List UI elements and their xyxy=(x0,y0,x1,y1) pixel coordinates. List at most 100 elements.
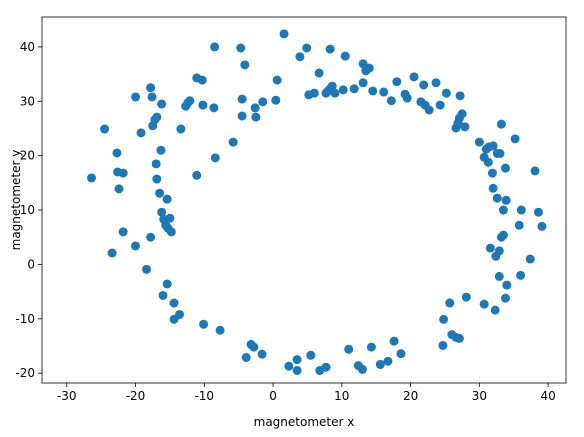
point xyxy=(495,149,505,159)
point xyxy=(199,319,209,329)
point xyxy=(142,264,152,274)
point xyxy=(198,100,208,110)
point xyxy=(419,80,429,90)
point xyxy=(157,207,167,217)
point xyxy=(302,43,312,53)
x-tick-label: -20 xyxy=(126,389,146,403)
point xyxy=(250,103,260,113)
point xyxy=(488,183,498,193)
point xyxy=(500,163,510,173)
point xyxy=(494,271,504,281)
point xyxy=(284,361,294,371)
point xyxy=(502,280,512,290)
point xyxy=(424,105,434,115)
point xyxy=(441,88,451,98)
y-tick-label: -20 xyxy=(15,366,35,380)
point xyxy=(460,122,470,132)
point xyxy=(435,100,445,110)
point xyxy=(500,293,510,303)
point xyxy=(439,314,449,324)
point xyxy=(510,134,520,144)
point xyxy=(87,173,97,183)
point xyxy=(392,77,402,87)
point xyxy=(487,168,497,178)
point xyxy=(228,137,238,147)
point xyxy=(151,159,161,169)
point xyxy=(402,93,412,103)
point xyxy=(530,166,540,176)
point xyxy=(454,333,464,343)
point xyxy=(358,78,368,88)
point xyxy=(209,103,219,113)
point xyxy=(157,99,167,109)
point xyxy=(169,298,179,308)
point xyxy=(112,148,122,158)
point xyxy=(338,85,348,95)
point xyxy=(176,124,186,134)
x-tick-label: 10 xyxy=(334,389,349,403)
point xyxy=(279,29,289,39)
point xyxy=(498,230,508,240)
point xyxy=(131,92,141,102)
point xyxy=(516,270,526,280)
point xyxy=(236,43,246,53)
x-tick-label: 20 xyxy=(403,389,418,403)
point xyxy=(431,78,441,88)
point xyxy=(152,112,162,122)
y-tick-label: -10 xyxy=(15,312,35,326)
point xyxy=(490,305,500,315)
point xyxy=(533,207,543,217)
point xyxy=(492,193,502,203)
point xyxy=(156,145,166,155)
plot-frame xyxy=(41,16,567,384)
point xyxy=(295,52,305,62)
point xyxy=(483,157,493,167)
point xyxy=(107,248,117,258)
point xyxy=(461,292,471,302)
point xyxy=(537,221,547,231)
point xyxy=(197,75,207,85)
point xyxy=(368,86,378,96)
y-tick-label: 20 xyxy=(20,149,35,163)
point xyxy=(383,356,393,366)
point xyxy=(118,168,128,178)
point xyxy=(136,128,146,138)
point xyxy=(501,195,511,205)
point xyxy=(165,213,175,223)
x-axis-label: magnetometer x xyxy=(254,415,355,429)
point xyxy=(409,72,419,82)
point xyxy=(516,205,526,215)
point xyxy=(292,365,302,375)
point xyxy=(100,124,110,134)
point xyxy=(445,298,455,308)
point xyxy=(525,254,535,264)
point xyxy=(271,95,281,105)
y-axis-label: magnetometer y xyxy=(9,150,23,251)
point xyxy=(364,63,374,73)
point xyxy=(340,51,350,61)
point xyxy=(210,42,220,52)
point xyxy=(327,81,337,91)
point xyxy=(215,325,225,335)
point xyxy=(162,279,172,289)
point xyxy=(146,232,156,242)
point xyxy=(309,88,319,98)
point xyxy=(251,112,261,122)
point xyxy=(494,246,504,256)
x-tick-label: 0 xyxy=(269,389,277,403)
y-tick-label: 10 xyxy=(20,203,35,217)
point xyxy=(237,94,247,104)
x-tick-label: -30 xyxy=(57,389,77,403)
point xyxy=(241,352,251,362)
point xyxy=(192,170,202,180)
point xyxy=(349,84,359,94)
point xyxy=(166,227,176,237)
point xyxy=(314,68,324,78)
point xyxy=(158,290,168,300)
point xyxy=(488,141,498,151)
point xyxy=(118,227,128,237)
point xyxy=(485,243,495,253)
point xyxy=(147,92,157,102)
point xyxy=(344,344,354,354)
